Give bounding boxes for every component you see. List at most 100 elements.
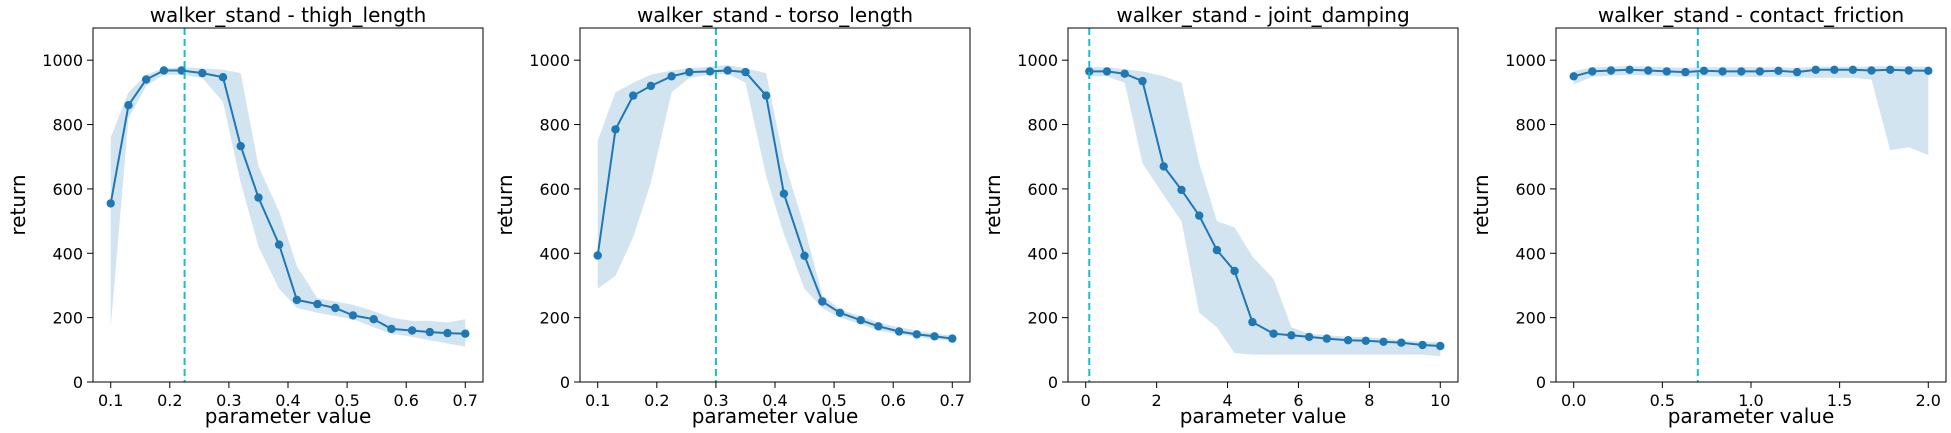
- x-tick-label: 0.7: [940, 391, 965, 410]
- y-tick-label: 0: [1536, 373, 1546, 392]
- data-point: [1379, 337, 1388, 346]
- data-point: [313, 299, 322, 309]
- data-point: [874, 322, 883, 331]
- data-point: [1774, 66, 1783, 76]
- data-point: [1588, 67, 1597, 76]
- x-tick-label: 0.5: [334, 391, 359, 410]
- y-tick-label: 0: [73, 373, 83, 392]
- data-point: [348, 311, 358, 320]
- confidence-band: [597, 65, 953, 341]
- x-tick-label: 2.0: [1916, 391, 1941, 410]
- x-tick-label: 0.2: [644, 391, 669, 410]
- x-tick-label: 10: [1430, 391, 1450, 410]
- data-point: [779, 189, 789, 198]
- data-point: [930, 332, 939, 341]
- data-point: [948, 334, 957, 343]
- data-point: [1737, 67, 1746, 76]
- data-point: [1397, 338, 1406, 347]
- data-point: [1569, 72, 1578, 81]
- y-tick-label: 400: [539, 244, 570, 263]
- y-axis-label: return: [493, 174, 517, 235]
- data-point: [106, 199, 115, 208]
- y-tick-label: 600: [1027, 180, 1058, 199]
- data-point: [331, 303, 340, 313]
- data-point: [1904, 66, 1914, 75]
- data-point: [1138, 76, 1147, 86]
- data-point: [705, 67, 715, 76]
- data-point: [1085, 67, 1094, 76]
- data-point: [1304, 332, 1314, 342]
- chart-panel-1: 0.1 0.2 0.3 0.4 0.5 0.6 0.7 0 200 400 600 800 1000 wa…: [6, 3, 484, 428]
- x-tick-label: 0.5: [1650, 391, 1675, 410]
- data-point: [1625, 65, 1634, 75]
- confidence-band: [1089, 67, 1441, 357]
- x-axis-label: parameter value: [205, 404, 372, 428]
- x-axis-label: parameter value: [1668, 404, 1835, 428]
- y-tick-label: 600: [539, 180, 570, 199]
- y-tick-label: 1000: [1505, 51, 1546, 70]
- data-point: [1230, 266, 1239, 276]
- data-point: [741, 67, 750, 77]
- data-point: [1681, 67, 1690, 77]
- y-tick-label: 600: [52, 180, 83, 199]
- data-point: [1662, 67, 1672, 76]
- y-tick-label: 1000: [1017, 51, 1058, 70]
- y-tick-label: 600: [1515, 180, 1546, 199]
- data-point: [685, 67, 694, 77]
- data-point: [646, 81, 656, 91]
- data-point: [124, 101, 133, 110]
- y-tick-label: 0: [560, 373, 570, 392]
- data-point: [1102, 67, 1112, 76]
- y-tick-label: 400: [1027, 244, 1058, 263]
- data-point: [1177, 185, 1186, 195]
- y-tick-label: 200: [52, 309, 83, 328]
- data-point: [159, 66, 169, 75]
- y-tick-label: 200: [1027, 309, 1058, 328]
- x-tick-label: 0.6: [880, 391, 905, 410]
- data-point: [1755, 67, 1765, 76]
- y-tick-label: 1000: [42, 51, 83, 70]
- chart-title: walker_stand - joint_damping: [1116, 3, 1409, 27]
- plot-area: [93, 28, 483, 382]
- data-point: [1343, 336, 1353, 345]
- x-tick-label: 1.5: [1827, 391, 1852, 410]
- chart-title: walker_stand - contact_friction: [1598, 3, 1904, 27]
- x-tick-label: 0.7: [453, 391, 478, 410]
- data-point: [1361, 336, 1371, 345]
- data-point: [1811, 65, 1820, 75]
- x-tick-label: 0: [1081, 391, 1091, 410]
- plot-area: [1068, 28, 1458, 382]
- chart-panel-4: 0.0 0.5 1.0 1.5 2.0 0 200 400 600 800 1000 walker_s…: [1469, 3, 1947, 428]
- data-point: [1159, 162, 1168, 171]
- data-point: [1436, 341, 1445, 351]
- data-point: [218, 73, 228, 82]
- data-point: [593, 251, 602, 260]
- x-tick-label: 0.1: [98, 391, 123, 410]
- data-point: [1606, 66, 1616, 75]
- data-point: [629, 91, 638, 100]
- y-axis-label: return: [981, 174, 1005, 235]
- confidence-band: [110, 67, 466, 347]
- data-point: [369, 315, 378, 324]
- x-tick-label: 2: [1152, 391, 1162, 410]
- data-point: [1830, 65, 1839, 75]
- data-point: [292, 295, 302, 305]
- data-point: [1867, 66, 1876, 75]
- data-point: [254, 193, 263, 202]
- y-tick-label: 800: [52, 116, 83, 135]
- x-tick-label: 0.3: [216, 391, 241, 410]
- data-point: [1195, 211, 1204, 220]
- plot-area: [580, 28, 970, 382]
- x-tick-label: 4: [1222, 391, 1232, 410]
- data-point: [461, 329, 470, 338]
- data-point: [1248, 317, 1257, 327]
- y-tick-label: 400: [52, 244, 83, 263]
- x-tick-label: 0.4: [275, 391, 300, 410]
- data-point: [667, 72, 676, 81]
- x-tick-label: 0.0: [1561, 391, 1586, 410]
- x-tick-label: 6: [1293, 391, 1303, 410]
- data-point: [1718, 67, 1727, 76]
- x-axis-label: parameter value: [692, 404, 859, 428]
- confidence-band: [1573, 66, 1929, 156]
